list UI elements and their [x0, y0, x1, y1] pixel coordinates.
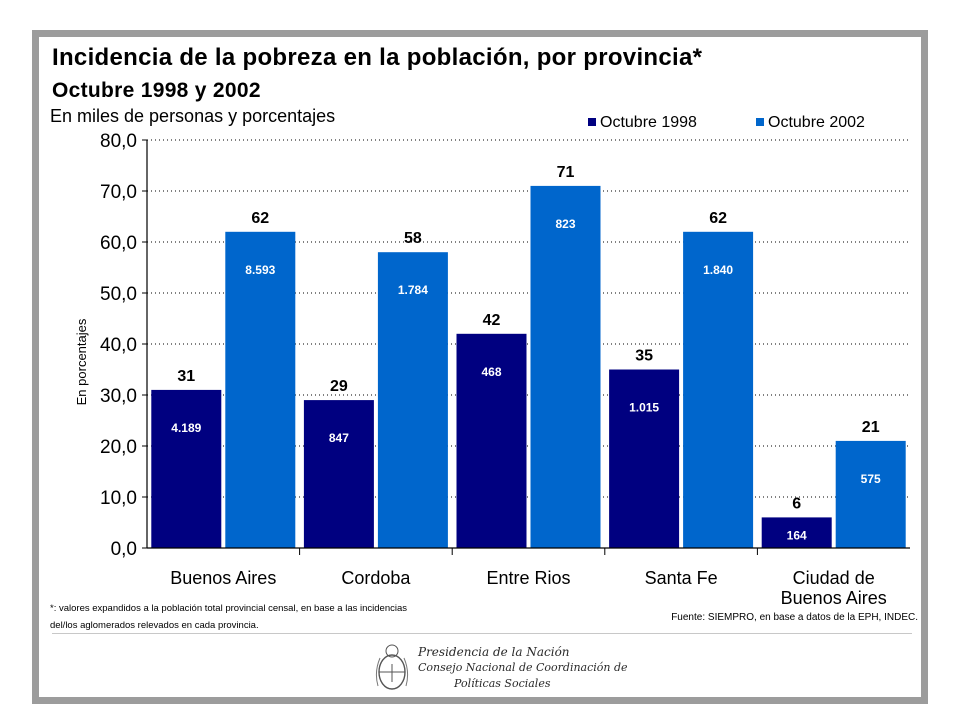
x-category-label: Ciudad de [793, 568, 875, 588]
institution-logo: Presidencia de la Nación Consejo Naciona… [368, 640, 628, 700]
y-tick-label: 10,0 [100, 488, 137, 509]
legend-label: Octubre 2002 [768, 114, 865, 131]
x-category-label: Entre Rios [486, 568, 570, 588]
logo-line-1: Presidencia de la Nación [418, 645, 570, 659]
y-tick-label: 20,0 [100, 437, 137, 458]
bar-inner-label: 1.840 [703, 263, 733, 277]
y-axis-ticks: 0,0 10,0 20,0 30,0 40,0 50,0 60,0 70,0 80,0 [100, 131, 147, 560]
source-note: Fuente: SIEMPRO, en base a datos de la E… [671, 612, 918, 623]
logo-line-2: Consejo Nacional de Coordinación de [418, 661, 628, 674]
y-tick-label: 50,0 [100, 284, 137, 305]
bar-value-label: 62 [709, 210, 727, 227]
bar-value-label: 58 [404, 230, 422, 247]
logo-line-3: Políticas Sociales [454, 677, 551, 690]
bar-inner-label: 1.784 [398, 283, 428, 297]
bar-1998 [151, 389, 222, 548]
y-tick-label: 40,0 [100, 335, 137, 356]
x-axis-labels: Buenos Aires Cordoba Entre Rios Santa Fe Ciu… [170, 568, 886, 608]
bar-inner-label: 164 [787, 528, 807, 542]
bar-value-label: 21 [862, 419, 880, 436]
y-tick-label: 0,0 [111, 539, 137, 560]
bar-inner-label: 575 [861, 472, 881, 486]
y-tick-label: 70,0 [100, 182, 137, 203]
bar-value-label: 35 [635, 348, 653, 365]
legend-swatch-1998 [588, 118, 596, 126]
bar-2002 [683, 231, 754, 549]
chart-units: En miles de personas y porcentajes [50, 106, 336, 126]
bar-inner-label: 8.593 [245, 263, 275, 277]
x-category-label: Buenos Aires [170, 568, 276, 588]
bar-inner-label: 1.015 [629, 401, 659, 415]
axes [146, 140, 910, 555]
bar-inner-label: 847 [329, 431, 349, 445]
chart-subtitle: Octubre 1998 y 2002 [52, 79, 261, 102]
legend-swatch-2002 [756, 118, 764, 126]
x-category-label: Cordoba [341, 568, 411, 588]
bar-value-label: 42 [483, 312, 501, 329]
bars: 31 4.189 62 8.593 29 847 58 1.784 42 468 71 823 35 1.… [151, 164, 906, 549]
bar-value-label: 62 [251, 210, 269, 227]
bar-value-label: 31 [177, 368, 195, 385]
coat-of-arms-icon [375, 644, 409, 690]
y-tick-label: 30,0 [100, 386, 137, 407]
x-category-label: Buenos Aires [781, 588, 887, 608]
bar-value-label: 29 [330, 378, 348, 395]
footer-divider [52, 633, 912, 634]
bar-inner-label: 823 [555, 217, 575, 231]
y-tick-label: 60,0 [100, 233, 137, 254]
bar-1998 [609, 369, 680, 548]
legend-label: Octubre 1998 [600, 114, 697, 131]
institution-name: Presidencia de la Nación Consejo Naciona… [418, 644, 628, 692]
bar-1998 [761, 517, 832, 548]
legend: Octubre 1998 Octubre 2002 [588, 114, 865, 131]
bar-2002 [377, 252, 448, 548]
chart-title: Incidencia de la pobreza en la población… [52, 44, 703, 71]
bar-1998 [456, 333, 527, 548]
y-axis-label: En porcentajes [74, 318, 89, 405]
bar-2002 [835, 440, 906, 548]
bar-2002 [530, 185, 601, 548]
x-category-label: Santa Fe [645, 568, 718, 588]
bar-inner-label: 4.189 [171, 421, 201, 435]
footnote: *: valores expandidos a la población tot… [50, 603, 407, 631]
bar-inner-label: 468 [481, 365, 501, 379]
bar-value-label: 71 [557, 164, 575, 181]
bar-value-label: 6 [792, 495, 801, 512]
y-tick-label: 80,0 [100, 131, 137, 152]
bar-1998 [303, 400, 374, 548]
bar-2002 [225, 231, 296, 549]
